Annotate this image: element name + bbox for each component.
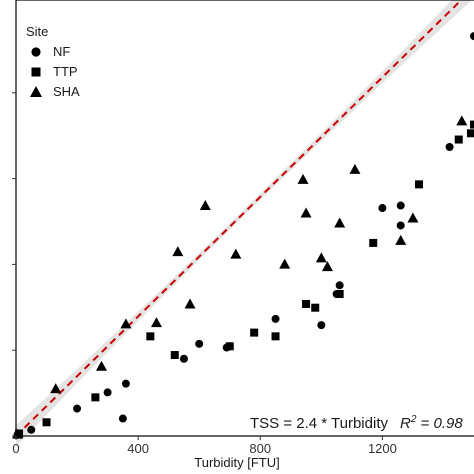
x-tick-label: 400 xyxy=(127,441,149,456)
data-point-sha xyxy=(279,258,291,269)
legend-item-nf: NF xyxy=(22,42,112,62)
data-point-sha xyxy=(50,383,62,394)
legend-label-sha: SHA xyxy=(53,84,80,99)
data-point-sha xyxy=(184,298,196,309)
data-point-nf xyxy=(378,204,387,213)
x-axis-title: Turbidity [FTU] xyxy=(194,455,280,470)
data-point-ttp xyxy=(225,342,234,351)
data-point-ttp xyxy=(369,238,378,247)
data-point-nf xyxy=(121,379,130,388)
plot-border xyxy=(15,0,474,437)
fit-line-layer xyxy=(15,0,463,437)
data-point-nf xyxy=(27,425,36,434)
data-point-nf xyxy=(396,221,405,230)
data-point-nf xyxy=(118,414,127,423)
data-point-nf xyxy=(195,339,204,348)
data-point-sha xyxy=(95,360,107,371)
data-point-sha xyxy=(349,163,361,174)
regression-annotation: TSS = 2.4 * Turbidity R2 = 0.98 xyxy=(250,414,463,432)
legend-item-sha: SHA xyxy=(22,82,112,102)
data-point-sha xyxy=(150,317,162,328)
data-point-ttp xyxy=(250,328,259,337)
axes: 0 400 800 1200 xyxy=(12,0,474,456)
data-point-nf xyxy=(179,354,188,363)
data-point-nf xyxy=(396,201,405,210)
data-point-nf xyxy=(73,404,82,413)
data-point-ttp xyxy=(271,332,280,341)
data-point-ttp xyxy=(146,332,155,341)
data-point-sha xyxy=(172,246,184,257)
data-point-ttp xyxy=(335,289,344,298)
regression-line xyxy=(15,0,463,437)
data-point-ttp xyxy=(42,418,51,427)
x-tick-label: 0 xyxy=(12,441,19,456)
data-point-nf xyxy=(103,388,112,397)
data-point-nf xyxy=(335,281,344,290)
circle-icon xyxy=(31,47,41,57)
data-point-nf xyxy=(470,32,474,41)
legend-item-ttp: TTP xyxy=(22,62,112,82)
x-tick-label: 1200 xyxy=(368,441,397,456)
data-point-ttp xyxy=(470,120,474,129)
data-point-sha xyxy=(199,200,211,211)
data-point-sha xyxy=(321,261,333,272)
data-point-sha xyxy=(315,252,327,263)
r-squared-label: R2 = 0.98 xyxy=(399,414,463,432)
data-point-sha xyxy=(395,234,407,245)
data-point-sha xyxy=(300,207,312,218)
data-point-ttp xyxy=(466,129,474,138)
square-icon xyxy=(31,67,41,77)
data-point-ttp xyxy=(311,303,320,312)
triangle-icon xyxy=(30,86,42,97)
data-point-ttp xyxy=(454,135,463,144)
data-point-nf xyxy=(445,142,454,151)
data-point-sha xyxy=(120,318,132,329)
data-point-ttp xyxy=(302,299,311,308)
legend-label-nf: NF xyxy=(53,44,71,59)
data-point-ttp xyxy=(170,351,179,360)
legend-title: Site xyxy=(26,24,49,39)
legend: Site NF TTP SHA xyxy=(22,24,102,104)
data-point-sha xyxy=(230,248,242,259)
regression-equation: TSS = 2.4 * Turbidity xyxy=(250,415,388,432)
data-point-sha xyxy=(456,115,468,126)
data-point-sha xyxy=(407,212,419,223)
data-point-sha xyxy=(297,173,309,184)
data-point-ttp xyxy=(415,180,424,189)
data-point-sha xyxy=(334,217,346,228)
data-point-nf xyxy=(317,321,326,330)
x-tick-label: 800 xyxy=(249,441,271,456)
data-point-nf xyxy=(271,314,280,323)
legend-label-ttp: TTP xyxy=(53,64,78,79)
data-point-ttp xyxy=(91,393,100,402)
